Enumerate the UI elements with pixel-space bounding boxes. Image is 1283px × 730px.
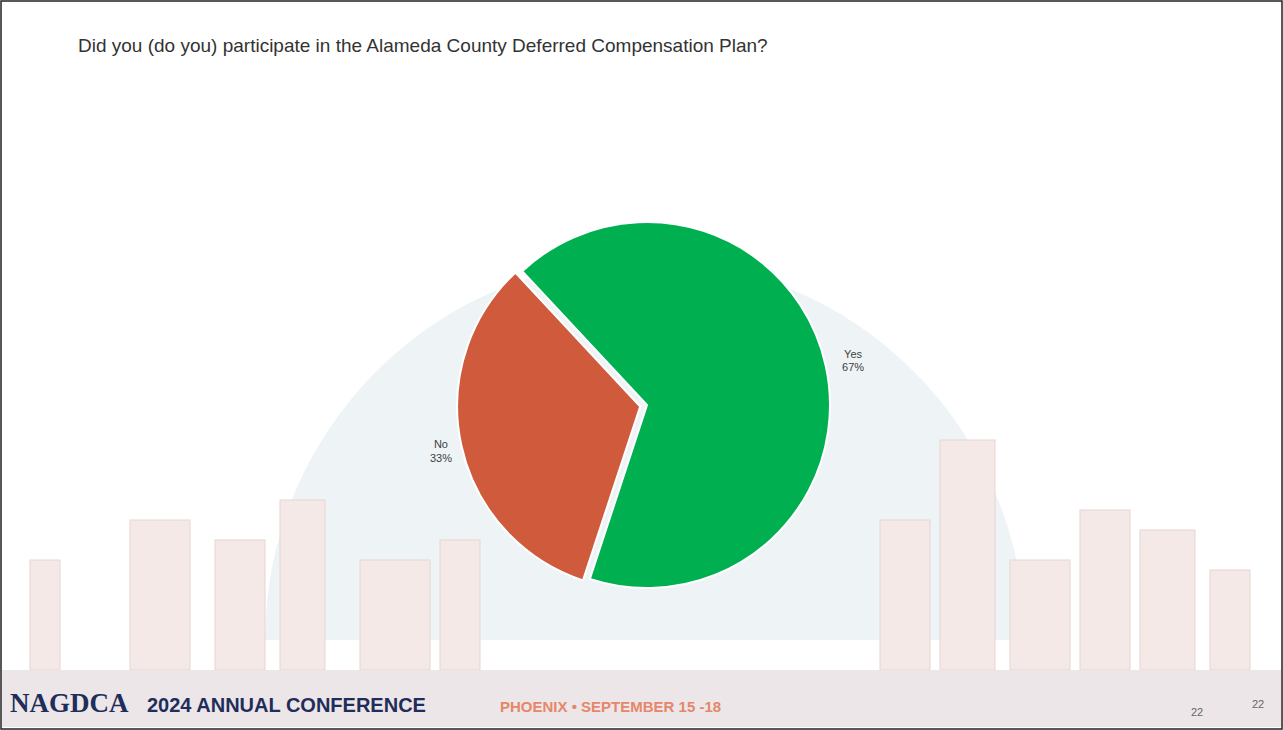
footer-location: PHOENIX • SEPTEMBER 15 -18 [500, 698, 721, 715]
footer-brand: NAGDCA [10, 688, 129, 718]
decor-building [130, 520, 190, 670]
decor-building [1010, 560, 1070, 670]
data-label-category: No [434, 438, 448, 450]
pie-slice [457, 273, 640, 581]
data-label-value: 33% [430, 452, 452, 464]
decor-building [940, 440, 995, 670]
chart-title: Did you (do you) participate in the Alam… [78, 35, 768, 56]
page-number: 22 [1252, 698, 1264, 710]
data-label: No 33% [430, 438, 452, 464]
decor-building [1080, 510, 1130, 670]
decor-building [280, 500, 325, 670]
decor-building [30, 560, 60, 670]
decor-building [1140, 530, 1195, 670]
data-label-value: 67% [842, 361, 864, 373]
slide-frame [1, 1, 1282, 729]
decor-building [1210, 570, 1250, 670]
page-number: 22 [1191, 706, 1203, 718]
decor-building [360, 560, 430, 670]
footer-band [2, 670, 1281, 727]
data-labels: Yes 67% No 33% [430, 347, 864, 463]
decor-building [440, 540, 480, 670]
decor-building [215, 540, 265, 670]
pie [457, 222, 830, 588]
footer-event: 2024 ANNUAL CONFERENCE [147, 694, 426, 716]
data-label-category: Yes [844, 347, 862, 359]
decor-building [880, 520, 930, 670]
data-label: Yes 67% [842, 347, 864, 373]
slide: Did you (do you) participate in the Alam… [0, 0, 1283, 730]
